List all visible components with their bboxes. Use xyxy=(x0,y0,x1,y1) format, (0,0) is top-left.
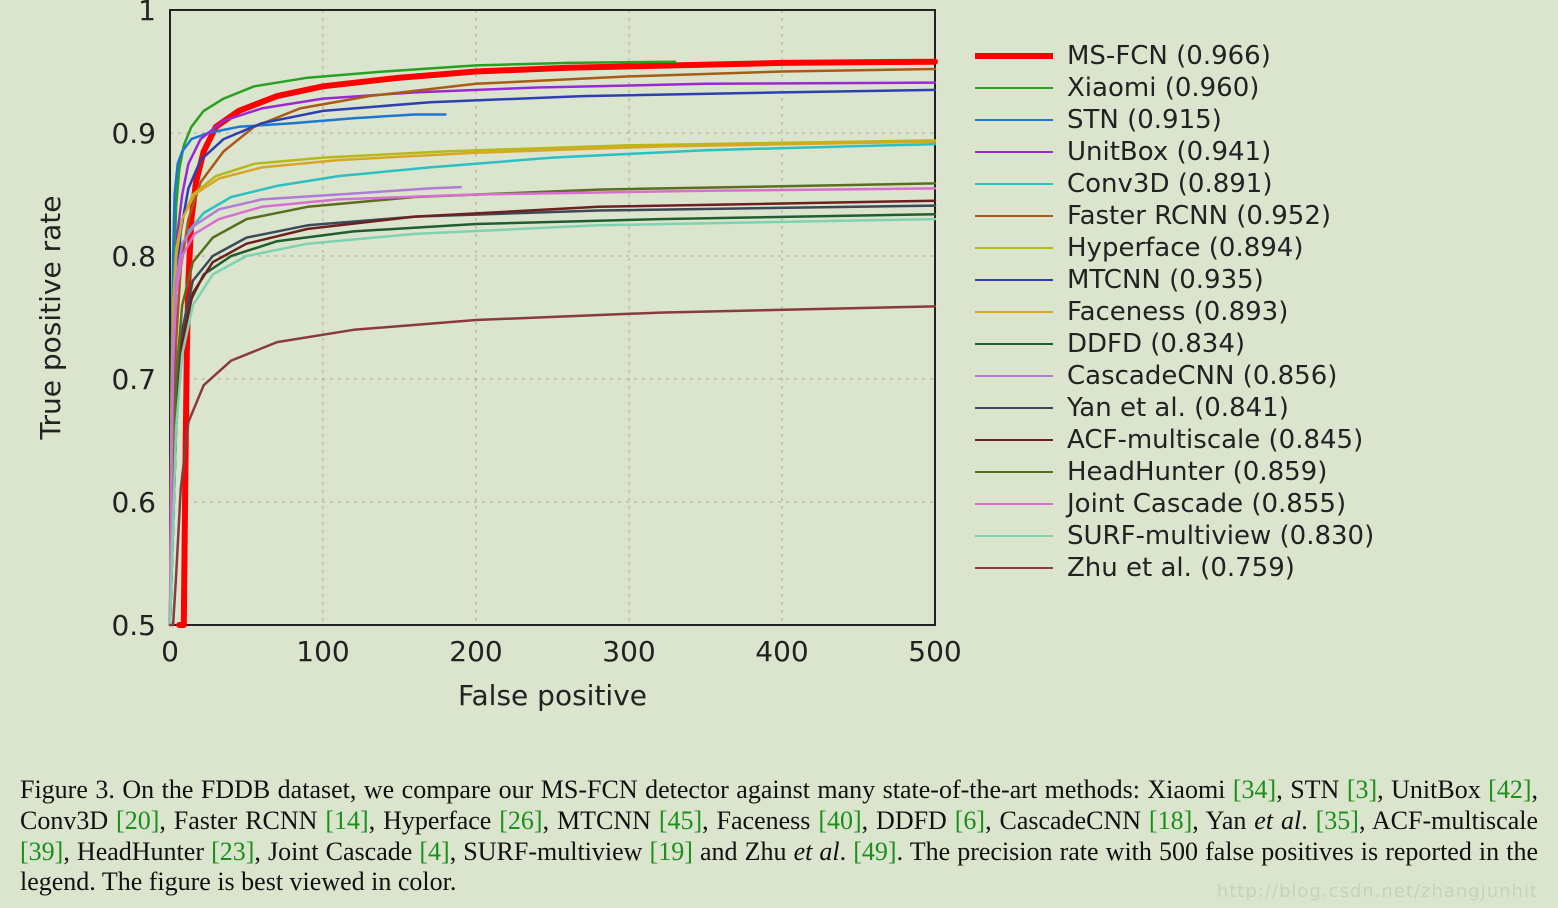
ytick-label: 0.9 xyxy=(111,117,156,150)
ytick-label: 1 xyxy=(138,0,156,27)
xtick-label: 0 xyxy=(161,635,179,668)
chart-container: 0 100 200 300 400 500 0.5 0.6 0.7 0.8 0.9 1 False po… xyxy=(0,0,1558,760)
y-axis-title: True positive rate xyxy=(34,196,67,441)
roc-chart: 0 100 200 300 400 500 0.5 0.6 0.7 0.8 0.9 1 False po… xyxy=(0,0,1558,760)
series-line xyxy=(170,206,935,625)
ytick-label: 0.7 xyxy=(111,363,156,396)
ytick-label: 0.8 xyxy=(111,240,156,273)
series-line xyxy=(170,219,935,625)
series-line xyxy=(170,188,935,625)
series-line xyxy=(170,306,935,625)
xtick-label: 200 xyxy=(449,635,502,668)
series-line xyxy=(170,69,935,625)
ytick-label: 0.6 xyxy=(111,486,156,519)
figure-caption: Figure 3. On the FDDB dataset, we compar… xyxy=(20,775,1538,898)
xtick-label: 500 xyxy=(908,635,961,668)
series-line xyxy=(170,214,935,625)
ytick-label: 0.5 xyxy=(111,609,156,642)
series-line xyxy=(170,90,935,625)
xtick-label: 400 xyxy=(755,635,808,668)
series-line xyxy=(170,201,935,625)
x-axis-title: False positive xyxy=(458,679,647,712)
series-line xyxy=(170,187,461,625)
xtick-label: 300 xyxy=(602,635,655,668)
watermark: http://blog.csdn.net/zhangjunhit xyxy=(1217,881,1538,902)
series-line xyxy=(170,142,935,625)
xtick-label: 100 xyxy=(296,635,349,668)
series-line xyxy=(170,183,935,625)
